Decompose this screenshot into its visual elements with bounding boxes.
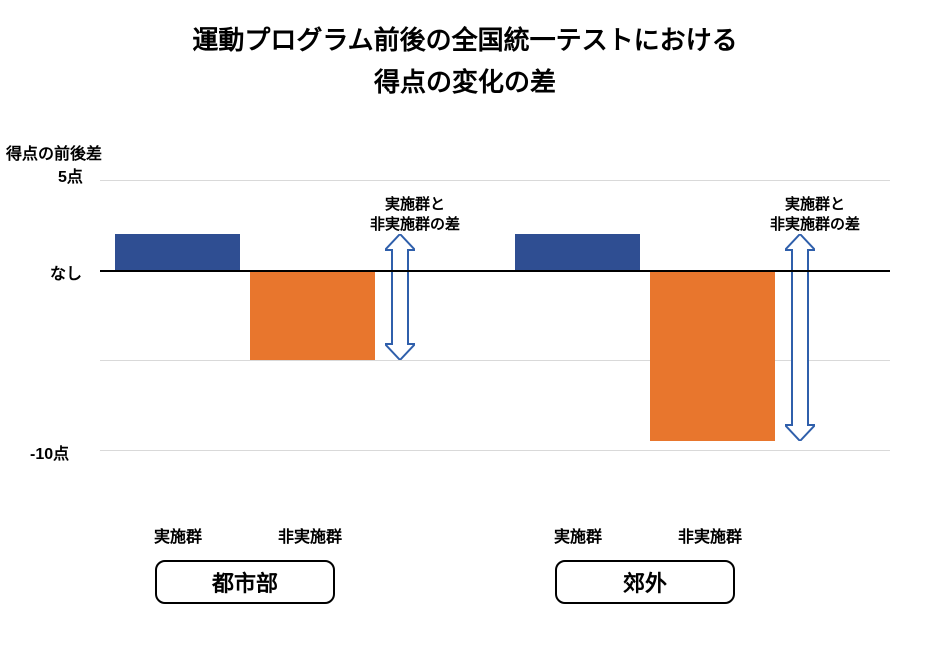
- title-line2: 得点の変化の差: [0, 62, 930, 104]
- diff-label-1: 実施群と 非実施群の差: [360, 195, 470, 234]
- region-1: 郊外: [555, 560, 735, 604]
- title-line1: 運動プログラム前後の全国統一テストにおける: [0, 20, 930, 62]
- bar-3: [650, 270, 775, 441]
- diff-arrow-1: [785, 234, 815, 441]
- bar-2: [515, 234, 640, 270]
- bar-0: [115, 234, 240, 270]
- diff-label-2: 実施群と 非実施群の差: [760, 195, 870, 234]
- xlabel-3: 非実施群: [650, 523, 770, 547]
- ytick-top: 5点: [58, 163, 83, 187]
- gridline: [100, 180, 890, 181]
- baseline: [100, 270, 890, 272]
- xlabel-2: 実施群: [518, 523, 638, 547]
- region-0: 都市部: [155, 560, 335, 604]
- gridline: [100, 450, 890, 451]
- xlabel-1: 非実施群: [250, 523, 370, 547]
- bar-1: [250, 270, 375, 360]
- ytick-zero: なし: [50, 260, 82, 284]
- xlabel-0: 実施群: [118, 523, 238, 547]
- yaxis-label: 得点の前後差: [6, 140, 102, 164]
- diff-arrow-0: [385, 234, 415, 360]
- ytick-bottom: -10点: [30, 440, 69, 464]
